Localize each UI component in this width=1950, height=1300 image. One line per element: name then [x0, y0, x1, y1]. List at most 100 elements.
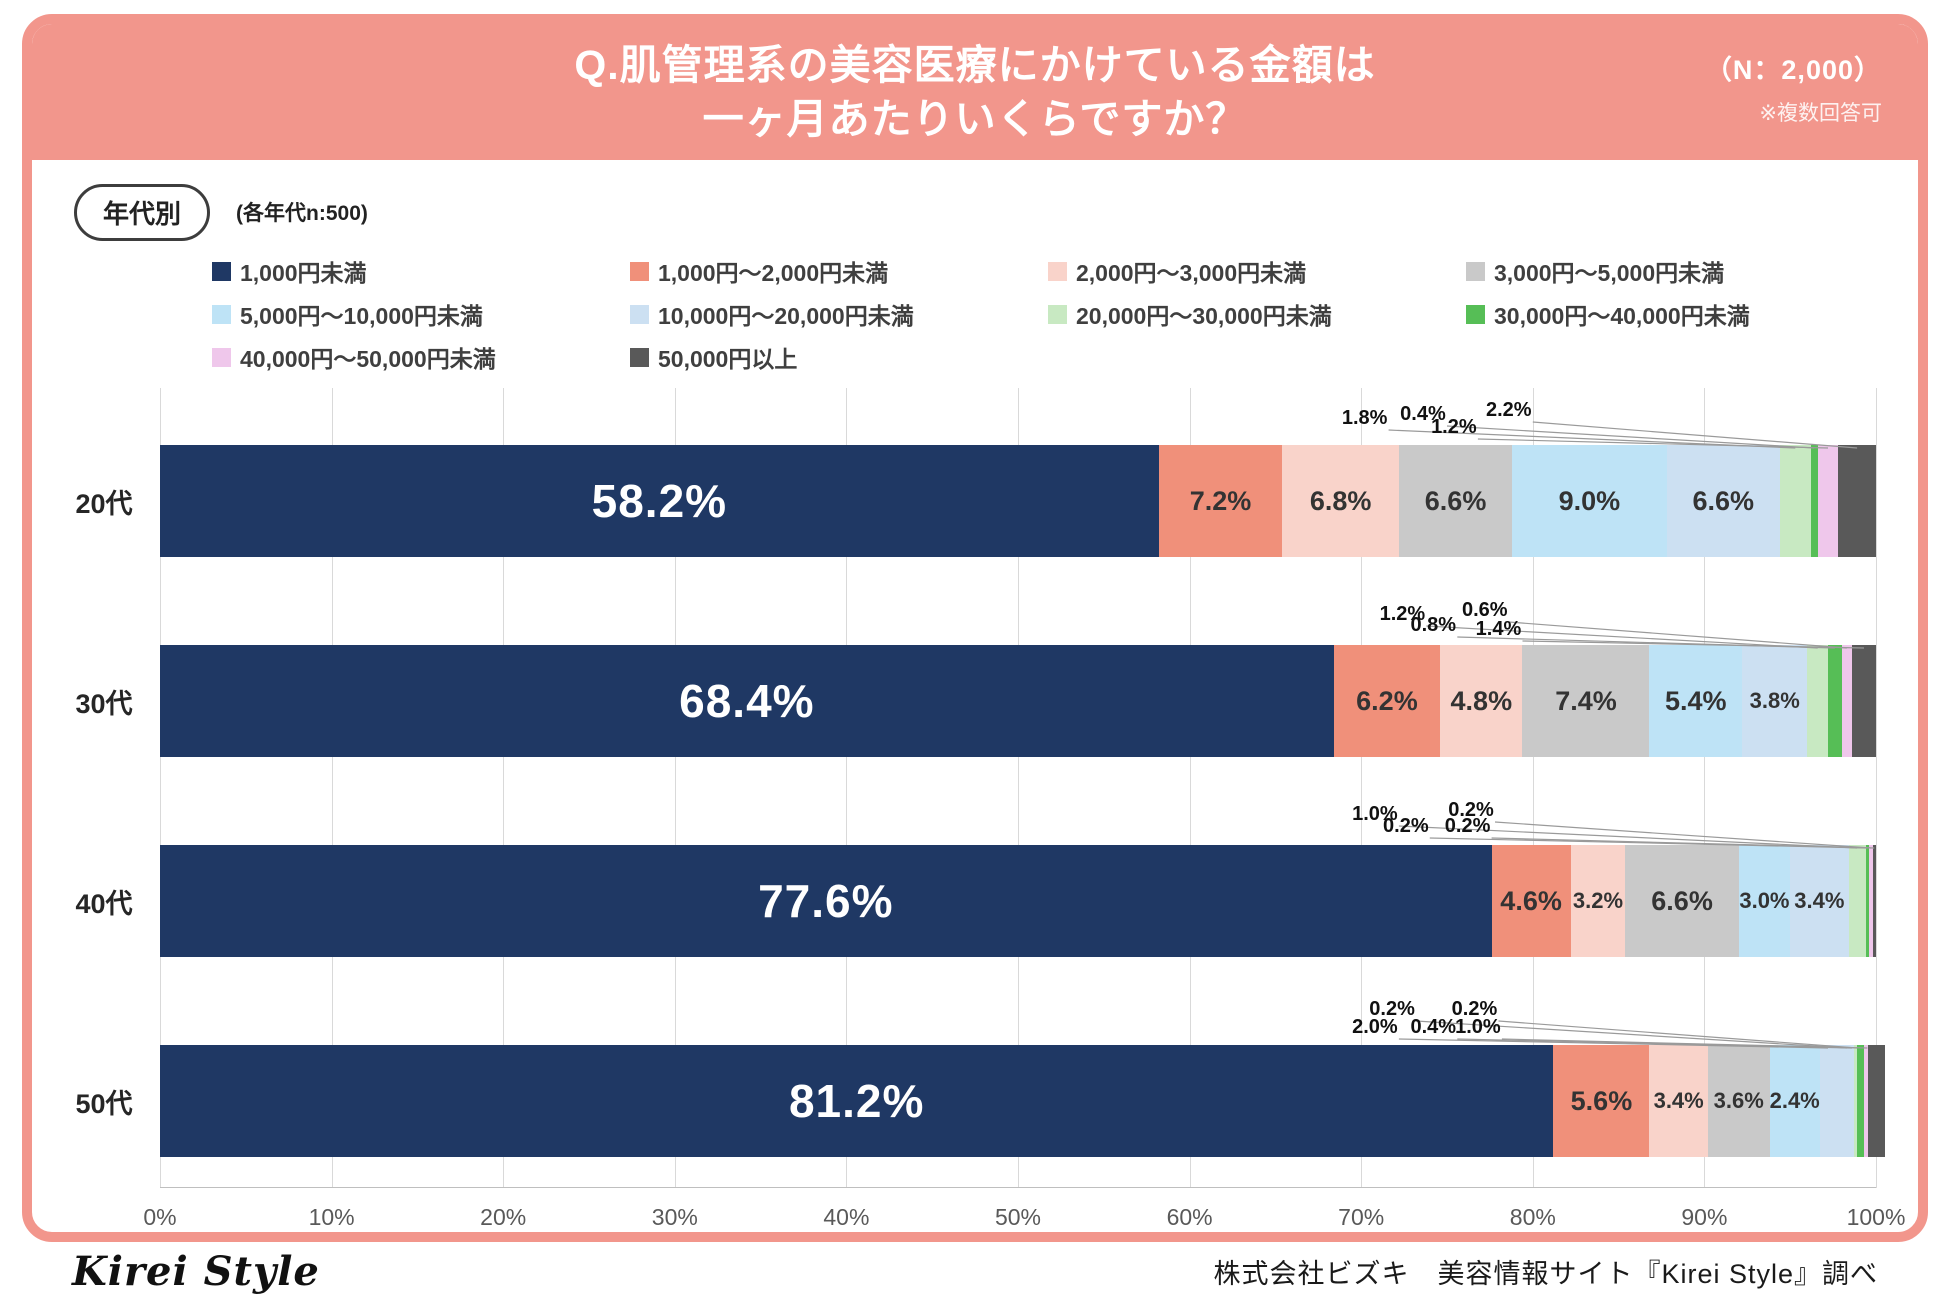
footer: Kirei Style 株式会社ビズキ 美容情報サイト『Kirei Style』… [72, 1248, 1878, 1295]
callout-label: 1.0% [1352, 803, 1398, 825]
callout-label: 1.4% [1475, 618, 1522, 640]
bar-segment [1779, 445, 1811, 557]
bar-segment: 5.4% [1649, 645, 1743, 757]
bar-segment: 6.6% [1625, 845, 1739, 957]
x-tick-label: 20% [480, 1204, 527, 1230]
legend-label: 50,000円以上 [658, 346, 798, 372]
y-axis-label: 30代 [75, 688, 133, 719]
chart-row-20代: 20代 58.2% 7.2% 6.8% 6.6% 9.0% 6.6% 1.8% 0.4% 1.2%… [75, 388, 1876, 588]
x-tick-label: 60% [1166, 1204, 1213, 1230]
x-tick-label: 90% [1681, 1204, 1728, 1230]
x-tick-label: 30% [651, 1204, 698, 1230]
gridline [1361, 388, 1363, 1188]
bar-segment [1851, 645, 1876, 757]
sample-size: （N：2,000） [1704, 55, 1882, 85]
y-axis-label: 40代 [75, 888, 133, 919]
legend-item: 20,000円〜30,000円未満 [1048, 297, 1466, 331]
bar-segment: 7.2% [1158, 445, 1283, 557]
segment-value-label: 3.4% [1794, 888, 1845, 913]
callout-label: 1.0% [1455, 1016, 1501, 1038]
stacked-bar: 68.4% 6.2% 4.8% 7.4% 5.4% 3.8% [160, 645, 1876, 757]
legend-item: 1,000円〜2,000円未満 [630, 254, 1048, 288]
segment-value-label: 6.6% [1424, 485, 1487, 516]
bar-segment: 7.4% [1522, 645, 1650, 757]
segment-value-label: 3.2% [1572, 888, 1624, 913]
legend-label: 1,000円〜2,000円未満 [658, 260, 889, 286]
age-group-badge: 年代別 [74, 183, 211, 241]
callout-label: 0.2% [1444, 815, 1491, 837]
segment-value-label: 5.6% [1570, 1085, 1633, 1116]
chart-row-50代: 50代 81.2% 5.6% 3.4% 3.6% 2.4% 2.0% 0.2% 0.4% 0.2%… [75, 988, 1885, 1188]
callout-label: 0.8% [1410, 614, 1457, 636]
bar-segment [1819, 1045, 1855, 1157]
header: Q.肌管理系の美容医療にかけている金額は 一ヶ月あたりいくらですか？ （N：2,… [32, 24, 1918, 160]
bar-segment [1865, 845, 1870, 957]
gridline [160, 388, 161, 1188]
multiple-answers-note: ※複数回答可 [1759, 102, 1882, 125]
legend-item: 5,000円〜10,000円未満 [212, 297, 630, 331]
bar-segment [1864, 1045, 1868, 1157]
legend-label: 20,000円〜30,000円未満 [1076, 303, 1332, 329]
callout-label: 0.6% [1461, 599, 1508, 621]
bar-segment [1838, 445, 1876, 557]
stacked-bar: 81.2% 5.6% 3.4% 3.6% 2.4% [160, 1045, 1885, 1157]
legend-swatch [630, 347, 649, 367]
gridline [846, 388, 848, 1188]
bar-segment: 3.0% [1738, 845, 1791, 957]
bar-segment: 3.8% [1742, 645, 1808, 757]
bar-segment: 81.2% [160, 1045, 1554, 1157]
callout-label: 1.2% [1379, 603, 1426, 625]
bar-segment: 58.2% [160, 445, 1159, 557]
controls-row: 年代別 (各年代n:500) [74, 183, 1888, 241]
legend-item: 50,000円以上 [630, 340, 1048, 374]
segment-value-label: 7.4% [1555, 685, 1617, 716]
callout-label: 2.0% [1352, 1016, 1398, 1038]
segment-value-label: 81.2% [788, 1075, 925, 1127]
legend-item: 1,000円未満 [212, 254, 630, 288]
callout-label: 0.2% [1451, 998, 1498, 1020]
legend-label: 2,000円〜3,000円未満 [1076, 260, 1307, 286]
x-axis-line [160, 1187, 1876, 1188]
callout-label: 1.2% [1431, 416, 1477, 438]
segment-value-label: 3.4% [1653, 1088, 1704, 1113]
bar-segment: 5.6% [1553, 1045, 1650, 1157]
callout-label: 0.4% [1400, 403, 1446, 425]
x-tick-label: 40% [823, 1204, 870, 1230]
legend-item: 30,000円〜40,000円未満 [1466, 297, 1884, 331]
y-axis-label: 20代 [75, 488, 133, 519]
callout-label: 0.4% [1410, 1016, 1457, 1038]
chart-row-40代: 40代 77.6% 4.6% 3.2% 6.6% 3.0% 3.4% 1.0% 0.2% 0.2%… [75, 788, 1876, 988]
segment-value-label: 3.8% [1749, 688, 1800, 713]
legend-item: 3,000円〜5,000円未満 [1466, 254, 1884, 288]
sample-per-age-note: (各年代n:500) [236, 202, 368, 225]
chart-row-30代: 30代 68.4% 6.2% 4.8% 7.4% 5.4% 3.8% 1.2% 0.8% 0.6%… [75, 588, 1876, 788]
legend-label: 30,000円〜40,000円未満 [1494, 303, 1750, 329]
bar-segment: 9.0% [1512, 445, 1667, 557]
bar-segment: 77.6% [160, 845, 1492, 957]
chart-frame: Q.肌管理系の美容医療にかけている金額は 一ヶ月あたりいくらですか？ （N：2,… [22, 14, 1928, 1242]
chart-title-line2: 一ヶ月あたりいくらですか？ [702, 96, 1248, 142]
chart-title-line1: Q.肌管理系の美容医療にかけている金額は [574, 41, 1376, 88]
bar-segment: 6.6% [1666, 445, 1780, 557]
bar-segment: 3.4% [1790, 845, 1849, 957]
bar-segment: 4.8% [1440, 645, 1523, 757]
bar-segment [1848, 845, 1866, 957]
gridline [1532, 388, 1534, 1188]
x-tick-label: 70% [1338, 1204, 1385, 1230]
segment-value-label: 3.0% [1739, 888, 1790, 913]
bar-segment [1872, 845, 1876, 957]
x-tick-label: 100% [1846, 1204, 1906, 1230]
gridline [1189, 388, 1191, 1188]
callout-label: 1.8% [1341, 407, 1388, 429]
legend-swatch [1048, 304, 1067, 324]
legend-swatch [1048, 261, 1067, 281]
legend-swatch [1466, 304, 1485, 324]
bar-segment [1817, 445, 1839, 557]
bar-segment [1869, 845, 1873, 957]
bar-segment [1810, 445, 1818, 557]
x-tick-label: 0% [143, 1204, 177, 1230]
legend-swatch [630, 304, 649, 324]
gridline [1704, 388, 1706, 1188]
bar-segment [1827, 645, 1842, 757]
legend-item: 2,000円〜3,000円未満 [1048, 254, 1466, 288]
